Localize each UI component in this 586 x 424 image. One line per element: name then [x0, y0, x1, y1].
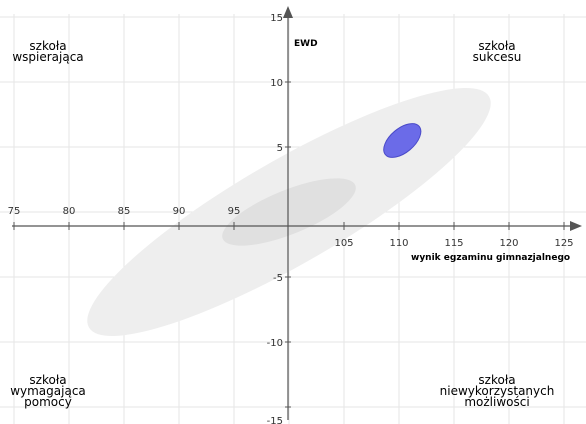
y-tick-label: -5 [273, 273, 283, 284]
quadrant-label-top-right: szkoła [478, 39, 515, 53]
y-tick-label: 15 [270, 13, 283, 24]
quadrant-label-bottom-left: wymagająca [10, 384, 86, 398]
x-tick-label: 75 [8, 206, 21, 217]
x-tick-label: 125 [554, 238, 573, 249]
x-tick-label: 110 [389, 238, 408, 249]
y-axis-arrow [283, 6, 293, 18]
x-tick-label: 90 [173, 206, 186, 217]
quadrant-label-bottom-right: niewykorzystanych [440, 384, 555, 398]
quadrant-label-bottom-right: możliwości [464, 395, 529, 409]
axes-layer [12, 6, 582, 420]
y-tick-label: -15 [267, 416, 283, 424]
quadrant-label-top-left: wspierająca [12, 50, 83, 64]
quadrant-label-bottom-left: szkoła [29, 373, 66, 387]
ellipse-school [383, 123, 422, 158]
y-axis-title: EWD [294, 39, 318, 49]
quadrant-labels: szkoławspierającaszkołasukcesuszkoławyma… [10, 39, 554, 409]
y-tick-label: 5 [277, 143, 283, 154]
quadrant-label-top-left: szkoła [29, 39, 66, 53]
x-tick-label: 85 [118, 206, 131, 217]
ellipse-inner [222, 178, 356, 246]
x-tick-label: 120 [499, 238, 518, 249]
ellipses-layer [87, 88, 491, 336]
x-axis-arrow [570, 221, 582, 231]
quadrant-label-bottom-left: pomocy [24, 395, 72, 409]
quadrant-label-top-right: sukcesu [473, 50, 522, 64]
y-tick-label: -10 [267, 338, 283, 349]
x-axis-title: wynik egzaminu gimnazjalnego [411, 253, 570, 263]
x-tick-label: 80 [63, 206, 76, 217]
x-tick-label: 115 [444, 238, 463, 249]
x-tick-label: 105 [334, 238, 353, 249]
quadrant-label-bottom-right: szkoła [478, 373, 515, 387]
tick-labels: 75 80 85 90 95 105 110 115 120 125 -15 -10 -5 5 10 15 [8, 13, 574, 424]
x-tick-label: 95 [228, 206, 241, 217]
y-tick-label: 10 [270, 78, 283, 89]
